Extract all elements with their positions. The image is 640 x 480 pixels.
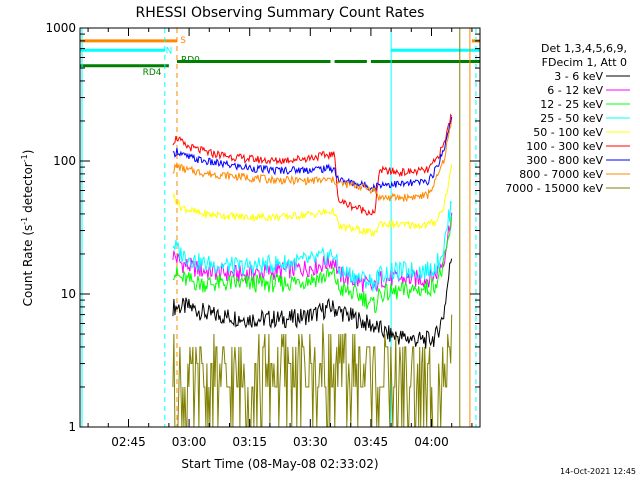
x-tick-label: 03:00 [172, 435, 207, 449]
series-line [172, 113, 453, 216]
y-axis-label-tail: detector [21, 162, 35, 217]
legend-header-line-1: Det 1,3,4,5,6,9, [541, 42, 627, 55]
legend-label: 12 - 25 keV [540, 98, 603, 111]
footer-date: 14-Oct-2021 12:45 [560, 467, 636, 476]
legend-label: 7000 - 15000 keV [505, 182, 603, 195]
y-tick-label: 100 [53, 154, 76, 168]
y-axis-label-close: ) [21, 150, 35, 155]
chart-title: RHESSI Observing Summary Count Rates [136, 5, 425, 21]
legend-label: 300 - 800 keV [526, 154, 603, 167]
series-line [172, 258, 453, 349]
flag-label: N [166, 46, 173, 56]
x-tick-label: 02:45 [111, 435, 146, 449]
y-axis-label-sup-2: -1 [20, 154, 29, 162]
flags-layer: SN RD4 RD0 [80, 36, 480, 78]
x-tick-label: 03:15 [232, 435, 267, 449]
y-tick-label: 1000 [45, 21, 76, 35]
y-tick-label: 1 [68, 420, 76, 434]
series-line [172, 212, 453, 293]
x-tick-label: 03:45 [354, 435, 389, 449]
series-line [172, 120, 453, 203]
series-line [172, 116, 453, 193]
legend-label: 800 - 7000 keV [519, 168, 603, 181]
flag-label: RD0 [181, 55, 200, 65]
plot-frame [79, 27, 481, 428]
axes-layer: 1 10 100 1000 02:45 03:00 03:15 03:30 03:45 04:00 [45, 21, 480, 449]
y-axis-label-main: Count Rate (s [21, 225, 35, 307]
x-tick-label: 03:30 [293, 435, 328, 449]
legend: Det 1,3,4,5,6,9, FDecim 1, Att 0 3 - 6 k… [505, 42, 630, 195]
y-axis-label: Count Rate (s-1 detector-1) [20, 150, 35, 307]
legend-label: 6 - 12 keV [547, 84, 603, 97]
flag-label: RD4 [143, 68, 162, 78]
flag-label: S [180, 36, 186, 46]
x-tick-label: 04:00 [414, 435, 449, 449]
legend-label: 3 - 6 keV [554, 70, 603, 83]
y-tick-label: 10 [61, 287, 76, 301]
series-line [172, 200, 453, 292]
series-line [172, 215, 453, 313]
series-line [172, 164, 453, 238]
series-layer [172, 113, 453, 428]
legend-header-line-2: FDecim 1, Att 0 [542, 56, 627, 69]
series-line [172, 314, 453, 428]
y-axis-label-sup: -1 [20, 217, 29, 225]
legend-label: 100 - 300 keV [526, 140, 603, 153]
legend-label: 25 - 50 keV [540, 112, 603, 125]
x-axis-label: Start Time (08-May-08 02:33:02) [181, 457, 378, 471]
legend-label: 50 - 100 keV [533, 126, 603, 139]
